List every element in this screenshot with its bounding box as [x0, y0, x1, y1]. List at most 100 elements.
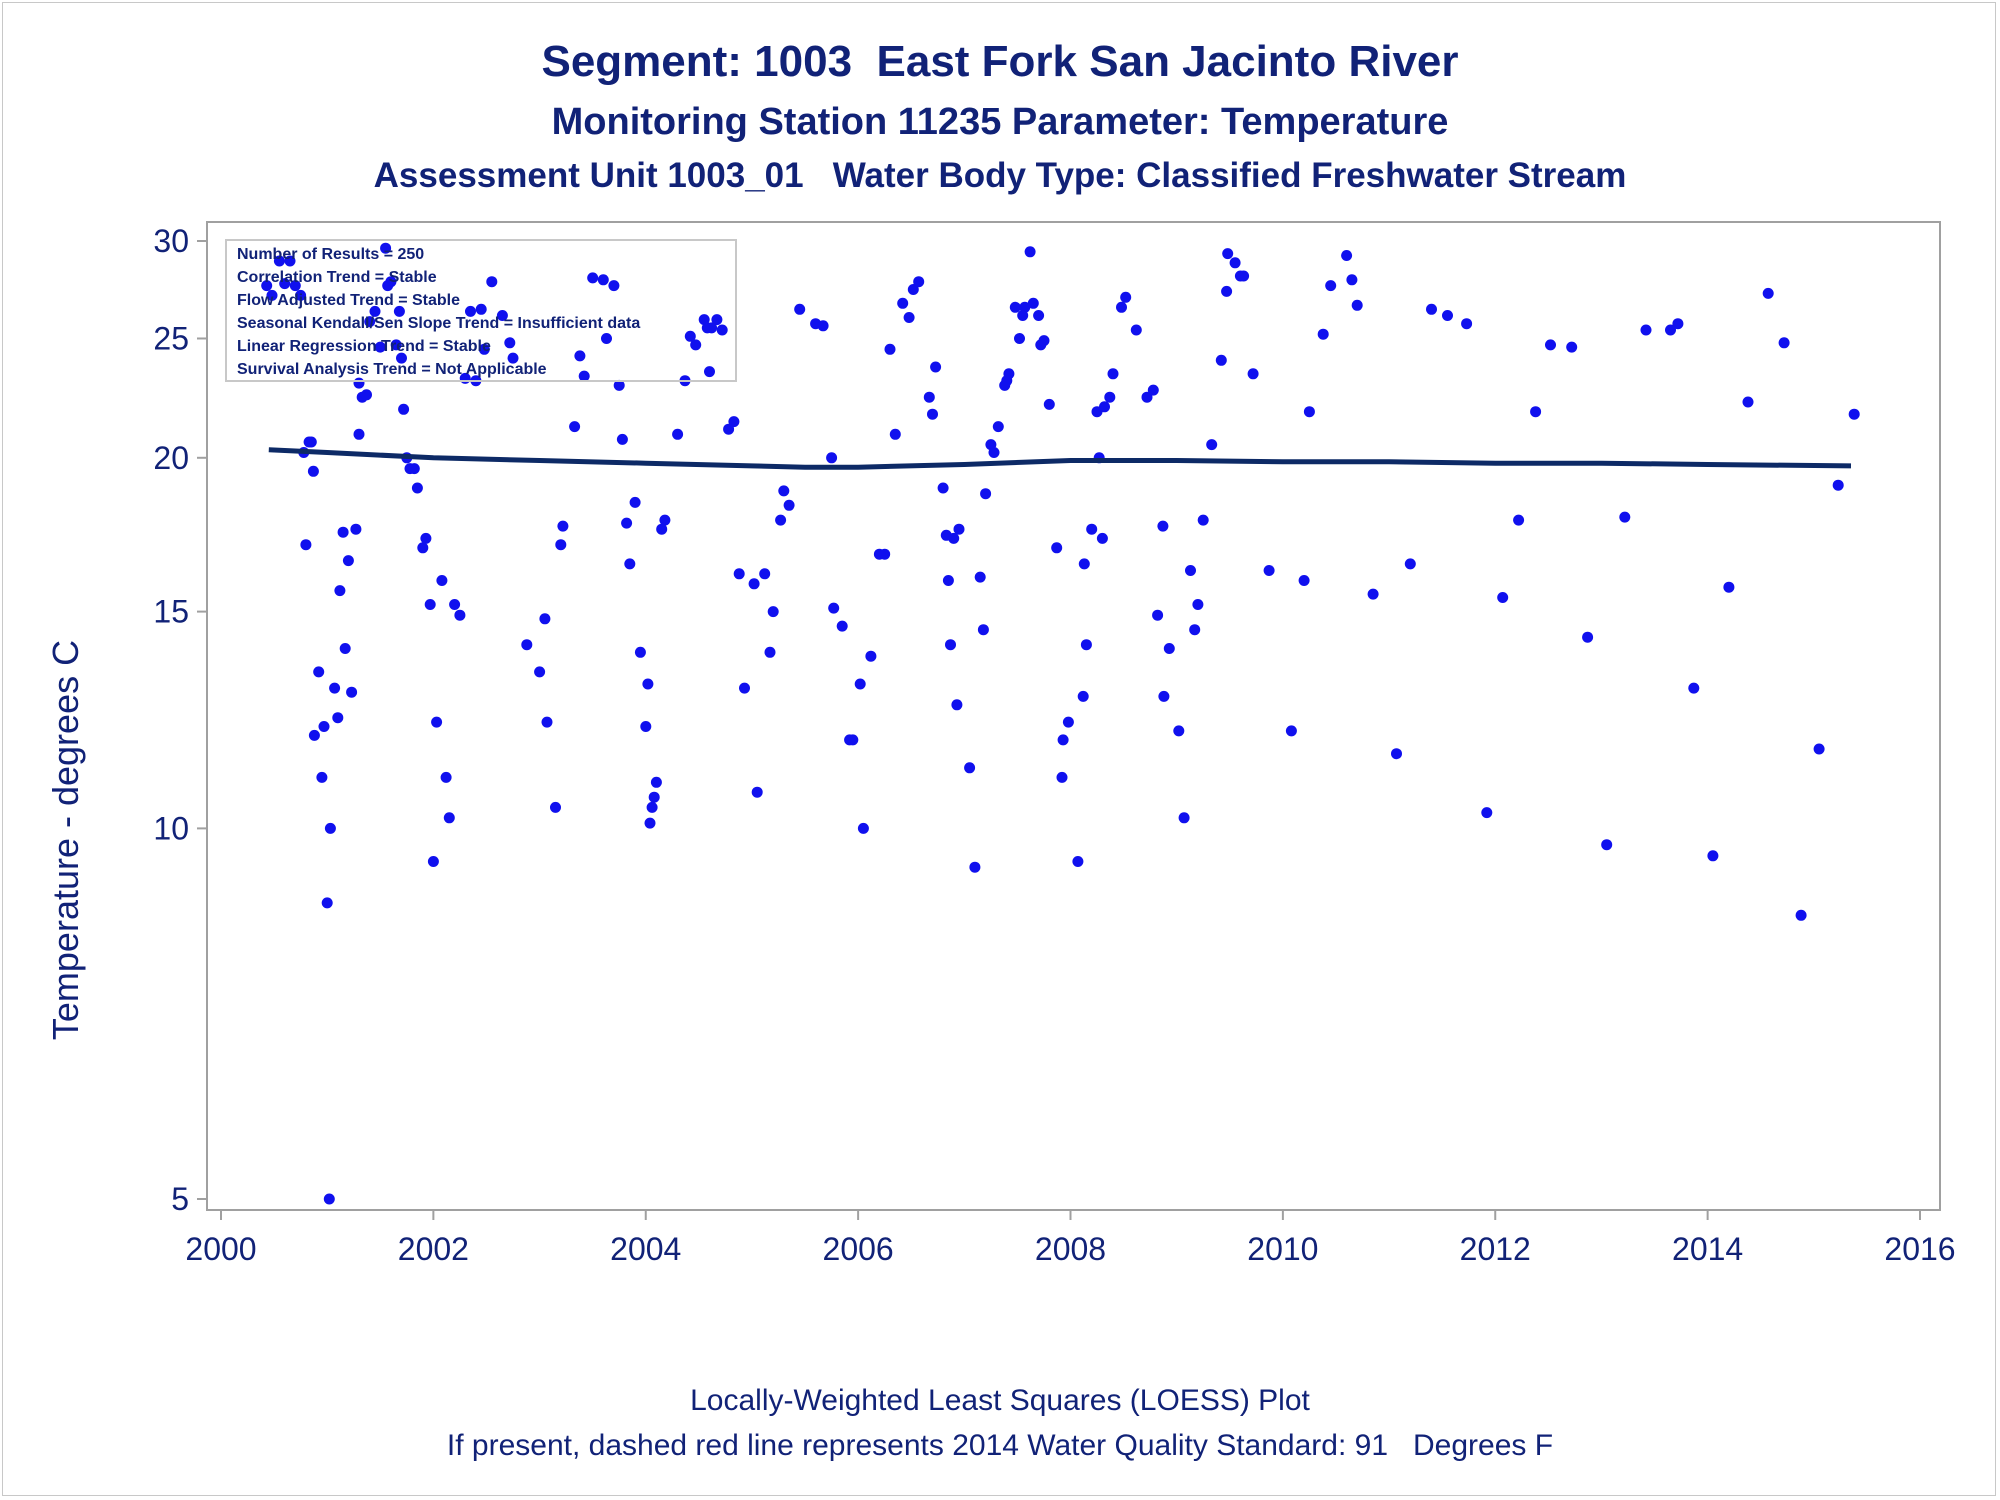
data-point	[889, 428, 901, 440]
data-point	[587, 272, 599, 284]
y-tick-label: 30	[153, 223, 189, 259]
stats-inset-line: Correlation Trend = Stable	[237, 269, 437, 286]
data-point	[988, 447, 1000, 458]
data-point	[578, 370, 590, 382]
data-point	[353, 377, 365, 389]
data-point	[1215, 354, 1227, 366]
footnote-loess: Locally-Weighted Least Squares (LOESS) P…	[690, 1384, 1310, 1417]
data-point	[865, 650, 877, 662]
loess-trend-line	[268, 447, 1852, 470]
data-point	[733, 568, 745, 580]
chart-subtitle: Monitoring Station 11235 Parameter: Temp…	[551, 101, 1449, 143]
loess-line-layer	[268, 447, 1852, 470]
data-point	[550, 801, 561, 813]
data-point	[601, 333, 612, 344]
data-point	[951, 699, 963, 711]
data-point	[690, 339, 702, 351]
data-point	[1848, 408, 1860, 420]
y-tick-label: 5	[171, 1181, 189, 1217]
data-point	[1056, 771, 1068, 783]
data-point	[783, 499, 795, 511]
data-point	[977, 624, 989, 636]
data-point	[828, 602, 840, 614]
data-point	[698, 314, 710, 326]
data-point	[879, 548, 891, 560]
data-point	[1120, 291, 1132, 303]
chart-subtitle-2: Assessment Unit 1003_01 Water Body Type:…	[373, 156, 1627, 195]
data-point	[751, 786, 763, 798]
y-axis-label: Temperature - degrees C	[45, 640, 86, 1040]
data-point	[305, 436, 317, 448]
data-point	[969, 861, 981, 873]
data-point	[646, 801, 658, 813]
x-tick-label: 2016	[1884, 1231, 1955, 1267]
data-point	[764, 646, 776, 658]
data-point	[1285, 725, 1297, 737]
data-point	[449, 599, 461, 610]
data-point	[316, 771, 328, 783]
x-tick-label: 2010	[1247, 1231, 1318, 1267]
data-point	[948, 532, 960, 544]
data-point	[396, 352, 407, 364]
x-tick-label: 2004	[610, 1231, 681, 1267]
data-point	[684, 330, 696, 342]
data-point	[1481, 807, 1493, 819]
data-point	[1582, 631, 1594, 643]
data-point	[1513, 514, 1525, 526]
data-point	[1222, 248, 1234, 260]
data-point	[817, 320, 829, 332]
data-point	[1530, 406, 1542, 418]
chart-title: Segment: 1003 East Fork San Jacinto Rive…	[541, 37, 1459, 86]
data-point	[1107, 368, 1119, 380]
data-point	[728, 416, 740, 428]
data-point	[1147, 384, 1159, 396]
data-point	[836, 620, 848, 632]
data-point	[324, 822, 336, 834]
data-point	[284, 255, 296, 267]
data-point	[390, 339, 402, 351]
data-point	[1391, 748, 1402, 760]
data-point	[613, 379, 625, 391]
data-point	[644, 817, 656, 829]
data-point	[1019, 301, 1031, 313]
data-point	[640, 721, 652, 732]
data-point	[1545, 339, 1556, 351]
data-point	[913, 276, 925, 288]
data-point	[361, 389, 372, 401]
data-point	[1298, 575, 1310, 586]
data-point	[569, 421, 581, 433]
data-point	[1157, 520, 1169, 532]
x-tick-label: 2014	[1672, 1231, 1743, 1267]
plot-area-frame	[206, 221, 1941, 1211]
x-tick-label: 2000	[185, 1231, 256, 1267]
data-point	[1351, 299, 1363, 311]
data-point	[992, 421, 1004, 433]
data-point	[1813, 743, 1825, 755]
x-tick-label: 2002	[398, 1231, 469, 1267]
stats-inset-box	[225, 239, 737, 382]
data-points-layer	[261, 242, 1860, 1205]
data-point	[1158, 690, 1170, 702]
stats-inset-line: Number of Results = 250	[237, 246, 424, 263]
data-point	[907, 284, 919, 295]
data-point	[1024, 246, 1036, 258]
data-point	[748, 578, 760, 590]
data-point	[704, 366, 715, 378]
data-point	[1130, 324, 1142, 336]
data-point	[1141, 391, 1153, 403]
data-point	[436, 575, 448, 586]
data-point	[504, 337, 516, 349]
y-tick-label: 20	[153, 440, 189, 476]
data-point	[440, 771, 452, 783]
data-point	[300, 539, 312, 551]
data-point	[650, 776, 662, 788]
data-point	[930, 361, 942, 373]
data-point	[266, 289, 278, 301]
data-point	[624, 558, 636, 570]
data-point	[411, 482, 423, 494]
data-point	[857, 822, 869, 834]
data-point	[420, 532, 432, 544]
data-point	[1072, 856, 1084, 867]
y-tick-label: 15	[153, 594, 189, 630]
